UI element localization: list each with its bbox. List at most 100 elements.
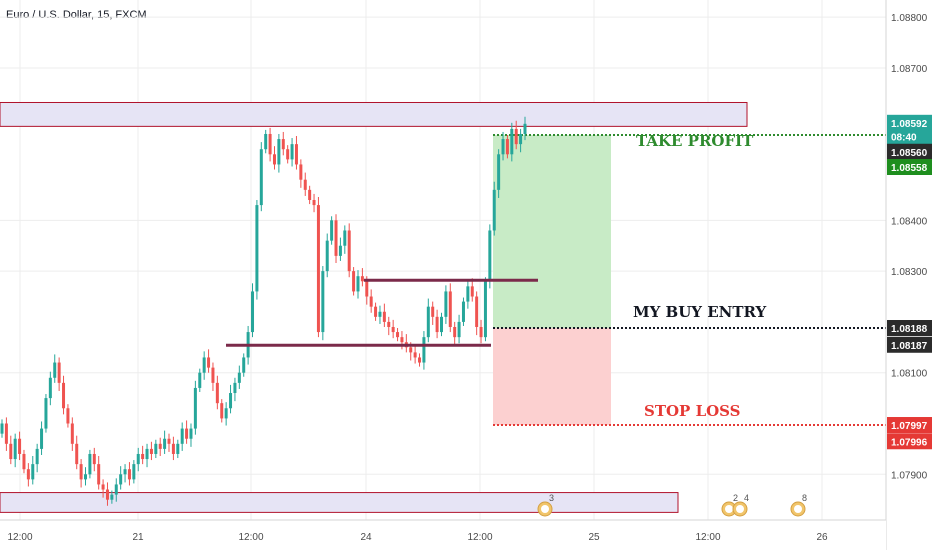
loss-area[interactable] bbox=[493, 328, 611, 426]
candle bbox=[488, 224, 492, 289]
candle-body bbox=[514, 128, 518, 145]
candle-body bbox=[387, 321, 391, 327]
candle bbox=[136, 447, 140, 472]
candle bbox=[207, 349, 211, 373]
candle bbox=[88, 449, 92, 479]
candle bbox=[352, 267, 356, 296]
profit-area[interactable] bbox=[493, 135, 611, 329]
annotations: TAKE PROFIT MY BUY ENTRY STOP LOSS bbox=[633, 132, 767, 420]
candle bbox=[97, 456, 101, 490]
candle-body bbox=[88, 453, 92, 475]
candle-body bbox=[105, 489, 109, 500]
candle-body bbox=[114, 484, 118, 495]
candle bbox=[431, 301, 435, 325]
candle-body bbox=[413, 352, 417, 358]
candle bbox=[62, 375, 66, 415]
candle-body bbox=[343, 230, 347, 246]
support-zone[interactable] bbox=[0, 492, 679, 513]
candle-body bbox=[347, 230, 351, 272]
candle bbox=[180, 422, 184, 451]
candle-body bbox=[145, 448, 149, 460]
candle-body bbox=[97, 464, 101, 485]
price-tick-label: 1.07900 bbox=[891, 470, 928, 481]
candle bbox=[391, 319, 395, 339]
candle bbox=[44, 394, 48, 433]
candle-body bbox=[53, 362, 57, 378]
candle bbox=[35, 443, 39, 473]
candle bbox=[0, 419, 4, 438]
candle bbox=[176, 439, 180, 459]
candle-body bbox=[149, 448, 153, 454]
price-axis-panel bbox=[886, 0, 932, 550]
candle bbox=[479, 319, 483, 344]
price-badge-text: 1.08560 bbox=[891, 148, 928, 159]
candle-body bbox=[334, 220, 338, 256]
candle-body bbox=[466, 286, 470, 302]
candle bbox=[470, 278, 474, 302]
price-badge-bg bbox=[887, 143, 932, 160]
long-position-tool[interactable] bbox=[493, 134, 886, 427]
candle-body bbox=[141, 453, 145, 460]
candle bbox=[347, 223, 351, 278]
event-flag-inner bbox=[725, 505, 733, 513]
candle-body bbox=[439, 316, 443, 333]
candle-body bbox=[9, 443, 13, 460]
candle bbox=[444, 285, 448, 324]
price-badge: 1.08188 bbox=[887, 320, 932, 337]
candle-body bbox=[461, 301, 465, 322]
candle-body bbox=[325, 240, 329, 272]
candle bbox=[145, 443, 149, 468]
candle bbox=[483, 277, 487, 342]
economic-event-flag-icon[interactable]: 8 bbox=[790, 493, 807, 517]
candle-body bbox=[62, 382, 66, 409]
candle bbox=[294, 136, 298, 170]
event-count-label: 2 bbox=[733, 493, 738, 503]
candle-body bbox=[365, 281, 369, 297]
candle-body bbox=[136, 453, 140, 465]
candle bbox=[75, 435, 79, 470]
candle-body bbox=[396, 332, 400, 338]
candle bbox=[316, 196, 320, 338]
candle-body bbox=[163, 438, 167, 449]
candle-body bbox=[48, 377, 52, 399]
buy-entry-label: MY BUY ENTRY bbox=[633, 303, 767, 321]
entry-lines[interactable] bbox=[226, 278, 538, 347]
economic-event-flag-icon[interactable]: 4 bbox=[732, 493, 749, 517]
candle-body bbox=[132, 464, 136, 480]
candle-body bbox=[4, 423, 8, 444]
candle bbox=[404, 334, 408, 353]
candle-body bbox=[431, 306, 435, 317]
candle bbox=[57, 357, 61, 391]
candle bbox=[281, 131, 285, 156]
candle-body bbox=[418, 357, 422, 363]
candle bbox=[105, 482, 109, 506]
candle-body bbox=[70, 423, 74, 444]
economic-event-flag-icon[interactable]: 2 bbox=[721, 493, 738, 517]
candle-body bbox=[448, 291, 452, 327]
candle-body bbox=[519, 133, 523, 145]
resistance-zone[interactable] bbox=[0, 101, 748, 127]
candle bbox=[510, 122, 514, 162]
candle bbox=[501, 131, 505, 161]
time-tick-label: 26 bbox=[816, 532, 828, 543]
candle-body bbox=[294, 144, 298, 165]
candle bbox=[167, 433, 171, 452]
candle bbox=[299, 159, 303, 188]
candle-body bbox=[123, 469, 127, 475]
candle bbox=[308, 185, 312, 205]
resistance-support-zones[interactable] bbox=[0, 101, 748, 513]
candle-body bbox=[18, 438, 22, 454]
candle bbox=[127, 462, 131, 486]
candle-body bbox=[35, 448, 39, 465]
candle bbox=[435, 309, 439, 339]
candle bbox=[66, 404, 70, 428]
candle bbox=[202, 351, 206, 380]
candles bbox=[0, 116, 527, 506]
price-badge: 1.08187 bbox=[887, 336, 932, 353]
candle bbox=[303, 172, 307, 196]
candle bbox=[123, 464, 127, 483]
price-tick-label: 1.08300 bbox=[891, 267, 928, 278]
economic-event-flag-icon[interactable]: 3 bbox=[537, 493, 554, 517]
